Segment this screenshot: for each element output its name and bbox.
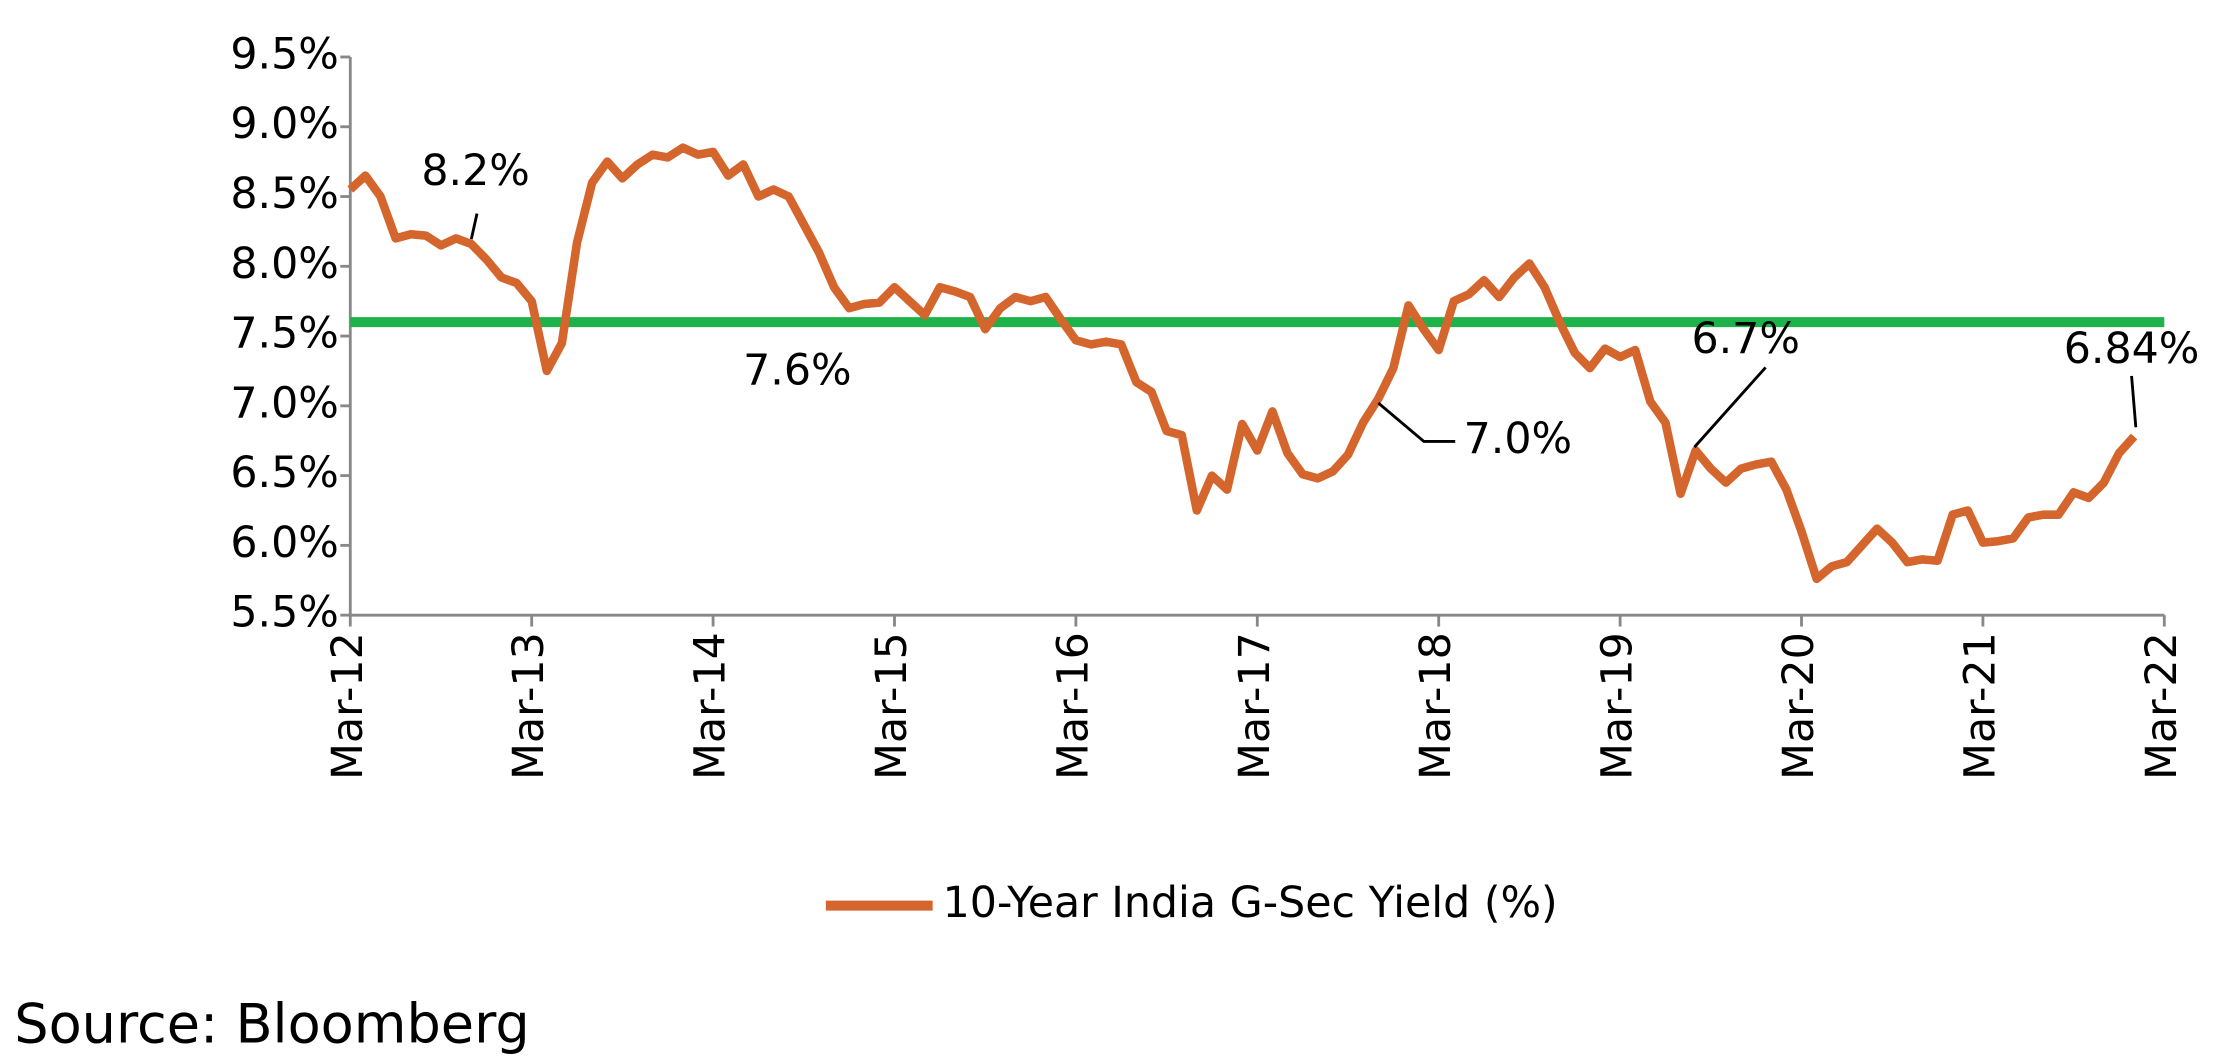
- x-tick-label: Mar-12: [323, 632, 373, 780]
- x-tick-label: Mar-20: [1774, 632, 1824, 780]
- x-tick-label: Mar-22: [2137, 632, 2187, 780]
- y-tick-label: 9.0%: [230, 99, 339, 149]
- y-tick-label: 8.0%: [230, 239, 339, 289]
- annotation: 7.6%: [743, 346, 852, 396]
- y-tick-label: 5.5%: [230, 588, 339, 638]
- x-tick-label: Mar-13: [504, 632, 554, 780]
- y-tick-label: 6.0%: [230, 518, 339, 568]
- annotation-leader: [1693, 366, 1767, 449]
- annotation-leader: [2130, 375, 2138, 428]
- y-tick-label: 9.5%: [230, 29, 339, 79]
- y-tick-label: 8.5%: [230, 169, 339, 219]
- annotation-leader: [1377, 401, 1456, 443]
- x-tick-label: Mar-18: [1411, 632, 1461, 780]
- annotation: 8.2%: [421, 146, 530, 196]
- x-tick-label: Mar-15: [867, 632, 917, 780]
- annotation: 6.84%: [2064, 324, 2200, 374]
- y-tick-label: 7.5%: [230, 309, 339, 359]
- source: Source: Bloomberg: [14, 992, 529, 1055]
- annotation-leader: [469, 213, 479, 240]
- x-tick-label: Mar-21: [1955, 632, 2005, 780]
- legend-label: 10-Year India G-Sec Yield (%): [943, 878, 1558, 928]
- x-tick-label: Mar-14: [686, 632, 736, 780]
- x-tick-label: Mar-17: [1230, 632, 1280, 780]
- y-tick-label: 6.5%: [230, 448, 339, 498]
- annotation: 7.0%: [1464, 414, 1573, 464]
- x-tick-label: Mar-16: [1048, 632, 1098, 780]
- data-line: [347, 143, 2138, 584]
- y-tick-label: 7.0%: [230, 378, 339, 428]
- annotation: 6.7%: [1691, 314, 1800, 364]
- x-tick-label: Mar-19: [1593, 632, 1643, 780]
